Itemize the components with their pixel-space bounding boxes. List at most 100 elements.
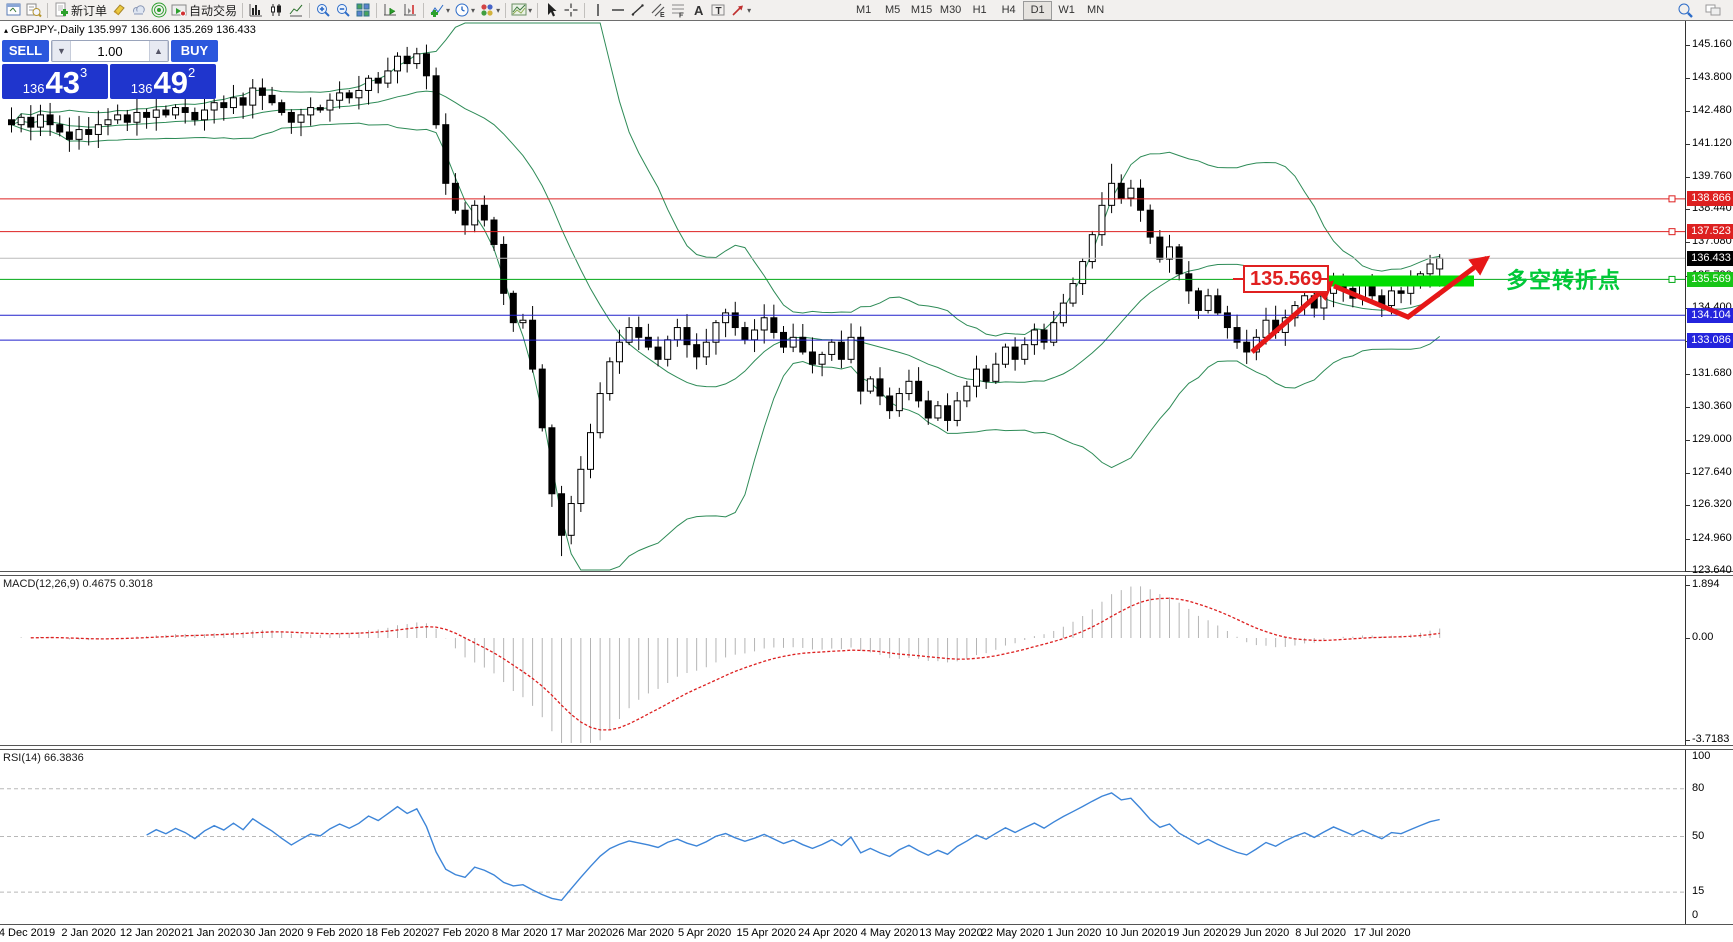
- chart-shift-button[interactable]: [400, 1, 420, 20]
- auto-scroll-icon: [384, 4, 397, 16]
- main-toolbar: 新订单 自动交易 ▾ ▾ ▾ ▾ E F A T ▾ M1 M5 M15 M30 H1 H4 D1 W1 MN: [0, 0, 1733, 21]
- zoom-in-button[interactable]: [313, 1, 333, 20]
- candle-body: [114, 114, 122, 121]
- price-tick-label: 131.680: [1692, 367, 1732, 380]
- trend-arrow[interactable]: [1333, 255, 1491, 320]
- equidistant-channel-button[interactable]: E: [648, 1, 668, 20]
- price-flag-label[interactable]: 135.569: [1243, 265, 1330, 293]
- date-axis-label: 29 Jun 2020: [1228, 927, 1290, 939]
- candle-body: [94, 124, 102, 135]
- candle-body: [924, 400, 932, 419]
- trendline-button[interactable]: [628, 1, 648, 20]
- styler-button[interactable]: [109, 1, 129, 20]
- chat-button[interactable]: [1703, 1, 1723, 20]
- macd-signal-line: [30, 597, 1440, 731]
- timeframe-D1[interactable]: D1: [1023, 0, 1053, 20]
- pivot-annotation-text[interactable]: 多空转折点: [1506, 268, 1622, 293]
- volume-increase-button[interactable]: ▲: [149, 41, 168, 61]
- vertical-line-button[interactable]: [588, 1, 608, 20]
- timeframe-M1[interactable]: M1: [855, 3, 872, 16]
- autotrading-button[interactable]: 自动交易: [169, 1, 239, 20]
- candle-body: [1194, 290, 1202, 311]
- svg-text:A: A: [694, 3, 704, 18]
- trend-arrow[interactable]: [1250, 280, 1335, 354]
- text-label-button[interactable]: T: [708, 1, 728, 20]
- volume-input[interactable]: 1.00: [97, 44, 123, 59]
- timeframe-toolbar: M1 M5 M15 M30 H1 H4 D1 W1 MN: [849, 0, 1110, 20]
- buy-button[interactable]: BUY: [171, 40, 218, 62]
- volume-decrease-button[interactable]: ▼: [52, 41, 71, 61]
- panel-separator-main-macd[interactable]: [0, 571, 1733, 576]
- chart-title: ▴ GBPJPY-,Daily 135.997 136.606 135.269 1…: [4, 24, 256, 36]
- signals-button[interactable]: [149, 1, 169, 20]
- date-axis-label: 30 Jan 2020: [243, 927, 304, 939]
- trendline-icon: [631, 4, 644, 16]
- candle-body: [673, 327, 681, 341]
- candle-body: [1079, 261, 1087, 285]
- candle-body: [895, 393, 903, 412]
- candle-body: [490, 219, 498, 245]
- price-tick-label: 143.800: [1692, 71, 1732, 84]
- timeframe-W1[interactable]: W1: [1058, 3, 1075, 16]
- candle-body: [36, 114, 44, 128]
- market-watch-button[interactable]: [24, 1, 44, 20]
- line-handle[interactable]: [1668, 228, 1676, 236]
- candle-body: [345, 92, 353, 99]
- timeframe-MN[interactable]: MN: [1087, 3, 1105, 16]
- candle-body: [123, 114, 131, 123]
- timeframe-H4[interactable]: H4: [1001, 3, 1016, 16]
- timeframe-M5[interactable]: M5: [884, 3, 901, 16]
- auto-scroll-button[interactable]: [380, 1, 400, 20]
- macd-tick-mark: [1685, 638, 1690, 639]
- candle-body: [1040, 329, 1048, 343]
- bar-chart-button[interactable]: [246, 1, 266, 20]
- candle-body: [1368, 285, 1376, 297]
- timeframe-M15[interactable]: M15: [910, 3, 933, 16]
- sell-price-tile[interactable]: 136 43 3: [2, 64, 108, 99]
- candle-chart-button[interactable]: [266, 1, 286, 20]
- supply-zone-box[interactable]: [1327, 275, 1474, 287]
- timeframe-M30[interactable]: M30: [939, 3, 962, 16]
- macd-tick-mark: [1685, 585, 1690, 586]
- publish-button[interactable]: [129, 1, 149, 20]
- line-handle[interactable]: [1668, 275, 1676, 283]
- candle-body: [963, 385, 971, 402]
- sell-button[interactable]: SELL: [2, 40, 49, 62]
- cursor-button[interactable]: [541, 1, 561, 20]
- price-tick-mark: [1685, 374, 1690, 376]
- price-tick-mark: [1685, 78, 1690, 80]
- panel-separator-macd-rsi[interactable]: [0, 745, 1733, 750]
- svg-text:E: E: [660, 12, 665, 18]
- candle-body: [1204, 295, 1212, 311]
- tile-windows-button[interactable]: [353, 1, 373, 20]
- crosshair-button[interactable]: [561, 1, 581, 20]
- price-tick-mark: [1685, 406, 1690, 408]
- bar-chart-icon: [249, 4, 263, 17]
- line-chart-button[interactable]: [286, 1, 306, 20]
- text-button[interactable]: A: [688, 1, 708, 20]
- periods-button[interactable]: ▾: [452, 1, 477, 20]
- price-tick-label: 127.640: [1692, 466, 1732, 479]
- indicators-button[interactable]: ▾: [427, 1, 452, 20]
- buy-price-tile[interactable]: 136 49 2: [110, 64, 216, 99]
- line-handle[interactable]: [1668, 195, 1676, 203]
- zoom-out-button[interactable]: [333, 1, 353, 20]
- price-axis-badge: 133.086: [1687, 332, 1733, 348]
- candle-body: [702, 341, 710, 358]
- templates-button[interactable]: ▾: [477, 1, 502, 20]
- candle-body: [857, 336, 865, 392]
- candle-body: [8, 119, 15, 126]
- new-order-button[interactable]: 新订单: [51, 1, 109, 20]
- horizontal-line-button[interactable]: [608, 1, 628, 20]
- rsi-axis-label: 80: [1692, 781, 1705, 794]
- price-tick-mark: [1685, 505, 1690, 507]
- timeframe-H1[interactable]: H1: [972, 3, 987, 16]
- profiles-button[interactable]: ▾: [509, 1, 534, 20]
- collapse-marker-icon[interactable]: ▴: [4, 26, 9, 35]
- toolbar-separator: [242, 2, 244, 18]
- arrows-button[interactable]: ▾: [728, 1, 753, 20]
- search-button[interactable]: [1675, 1, 1695, 20]
- new-chart-button[interactable]: [4, 1, 24, 20]
- fibonacci-button[interactable]: F: [668, 1, 688, 20]
